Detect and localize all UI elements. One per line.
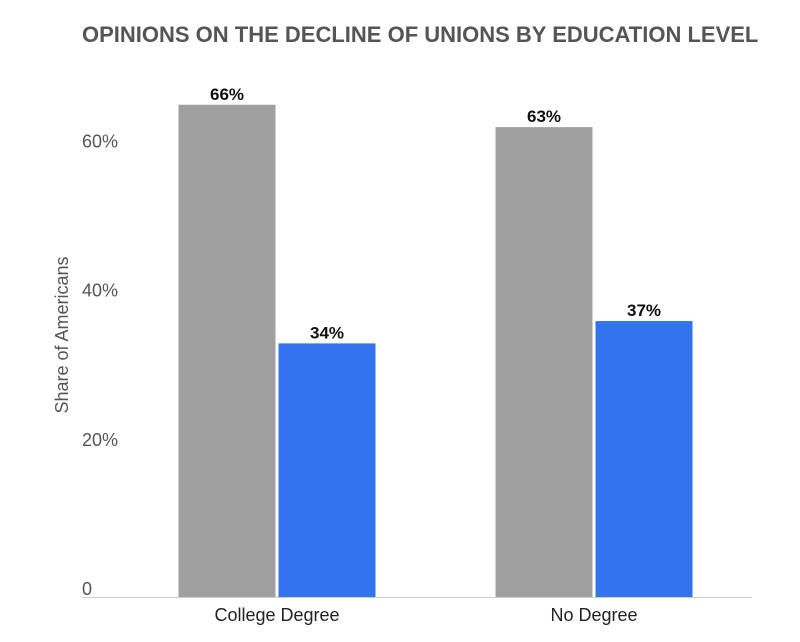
x-category-label: No Degree [550,605,637,625]
data-label: 37% [627,301,661,320]
y-tick-label: 60% [82,132,118,152]
bar-college-degree-series-2 [278,343,376,597]
y-tick-label: 40% [82,281,118,301]
chart-title: OPINIONS ON THE DECLINE OF UNIONS BY EDU… [82,22,759,47]
x-category-label: College Degree [214,605,339,625]
y-tick-label: 0 [82,579,92,599]
data-label: 66% [210,85,244,104]
data-label: 34% [310,323,344,342]
bar-no-degree-series-1 [495,127,593,597]
y-tick-label: 20% [82,430,118,450]
data-label: 63% [527,107,561,126]
bar-no-degree-series-2 [595,321,693,597]
y-axis-title: Share of Americans [52,256,72,413]
bar-college-degree-series-1 [178,104,276,597]
